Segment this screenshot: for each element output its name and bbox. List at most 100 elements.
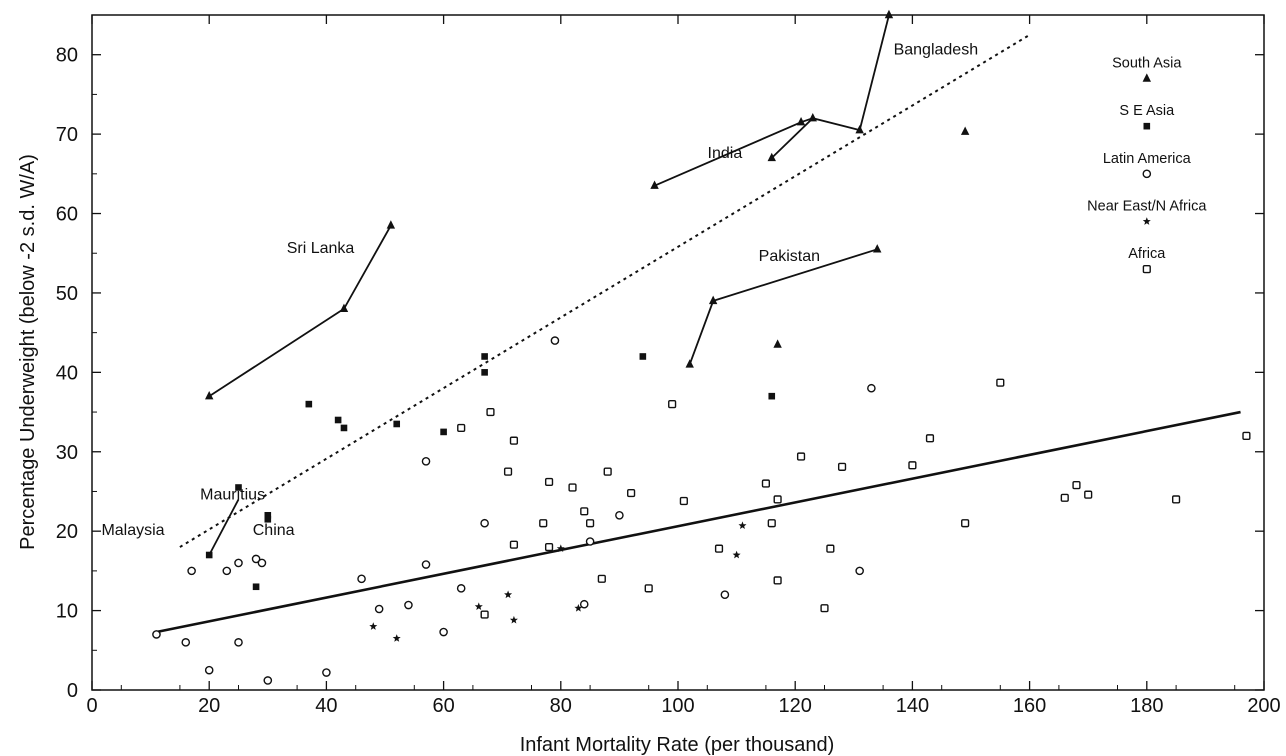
x-tick-label: 60 [432, 695, 454, 717]
data-point [204, 665, 214, 675]
data-point [152, 630, 161, 639]
data-point [615, 510, 624, 520]
legend-marker [1142, 169, 1152, 179]
data-point [773, 495, 782, 504]
data-point [369, 622, 378, 630]
data-point [855, 566, 864, 576]
data-point [322, 668, 331, 677]
data-point [440, 428, 447, 436]
x-tick-label: 100 [661, 695, 694, 717]
legend: South Asia S E Asia Latin America Near East… [1087, 56, 1207, 274]
annotation-label: India [708, 145, 743, 162]
data-point [650, 180, 659, 189]
data-point [235, 484, 242, 491]
data-point [456, 584, 466, 593]
data-point [568, 483, 577, 492]
data-point [738, 521, 747, 529]
data-point [644, 584, 653, 593]
data-point [334, 416, 342, 424]
data-point [1242, 431, 1251, 440]
data-point [867, 383, 876, 393]
data-point [597, 574, 606, 583]
y-axis-title: Percentage Underweight (below -2 s.d. W/… [17, 154, 39, 550]
data-point [580, 507, 589, 516]
y-tick-label: 30 [56, 442, 78, 464]
data-point [539, 519, 548, 528]
y-tick-label: 60 [56, 204, 78, 226]
data-point [509, 436, 519, 445]
data-point [504, 590, 513, 599]
data-point [1072, 481, 1081, 490]
data-point [603, 467, 612, 476]
x-tick-label: 140 [896, 695, 929, 717]
x-tick-label: 120 [779, 695, 812, 717]
legend-label: S E Asia [1119, 103, 1175, 119]
data-point [768, 392, 776, 400]
data-point [480, 610, 489, 619]
data-point [796, 452, 806, 461]
data-point [1060, 493, 1069, 502]
data-point [234, 638, 243, 647]
solid-fit-line [156, 410, 1241, 634]
legend-marker [1143, 122, 1151, 130]
data-point [796, 117, 806, 126]
data-point [421, 560, 431, 569]
data-point [773, 339, 782, 348]
data-point [761, 479, 771, 488]
data-point [457, 423, 466, 433]
data-point [340, 424, 348, 432]
data-point [305, 400, 313, 408]
data-point [252, 583, 260, 591]
y-tick-label: 40 [56, 362, 78, 384]
data-point [550, 336, 560, 345]
annotation-label: Malaysia [101, 522, 164, 539]
data-point [181, 638, 191, 647]
data-point [767, 519, 776, 528]
data-point [732, 550, 741, 559]
annotation-label: Pakistan [759, 248, 820, 265]
data-point [374, 604, 384, 614]
plot-frame [91, 14, 1265, 691]
data-point [908, 461, 917, 470]
data-point [357, 574, 366, 584]
data-point [339, 303, 349, 313]
country-path [858, 14, 890, 131]
data-point [480, 518, 489, 528]
data-point [826, 544, 835, 553]
legend-label: Latin America [1103, 151, 1192, 167]
y-tick-label: 0 [67, 680, 78, 702]
x-tick-label: 0 [86, 695, 97, 717]
data-point [668, 400, 677, 409]
x-tick-label: 40 [315, 695, 337, 717]
data-point [509, 540, 519, 549]
data-point [579, 599, 589, 609]
axes: 0 20 40 60 80 100 120 140 160 180 200 0 10 20 30 40 50 60… [56, 14, 1281, 717]
annotation-label: Mauritius [200, 486, 265, 503]
y-tick-label: 70 [56, 124, 78, 146]
data-point [503, 467, 513, 476]
data-point [925, 434, 935, 443]
legend-marker [1142, 73, 1151, 82]
data-point [873, 244, 882, 253]
data-point [264, 515, 272, 523]
data-point [884, 9, 894, 19]
annotation-label: China [253, 522, 295, 539]
data-point [544, 477, 554, 487]
annotation-label: Sri Lanka [287, 240, 355, 257]
data-point [474, 602, 483, 610]
annotations: Bangladesh India Sri Lanka Pakistan Mauritiu… [101, 42, 978, 539]
legend-label: South Asia [1112, 56, 1182, 72]
data-point [386, 220, 396, 229]
y-tick-label: 80 [56, 45, 78, 67]
y-tick-label: 10 [56, 601, 78, 623]
legend-marker [1142, 217, 1151, 225]
x-tick-label: 80 [550, 695, 572, 717]
x-tick-label: 180 [1130, 695, 1163, 717]
data-point [187, 566, 196, 576]
legend-label: Near East/N Africa [1087, 198, 1207, 214]
data-point [404, 600, 413, 610]
data-point [720, 590, 730, 600]
data-point [1084, 490, 1093, 499]
annotation-label: Bangladesh [894, 42, 979, 59]
data-point [808, 113, 817, 122]
